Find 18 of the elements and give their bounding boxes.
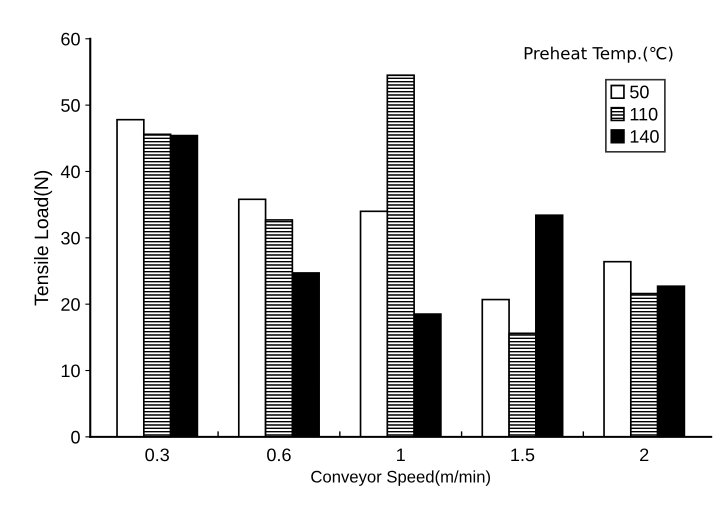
y-tick-label: 0 xyxy=(71,430,80,444)
y-tick-label: 20 xyxy=(61,298,80,311)
x-tick-label: 1 xyxy=(397,448,405,462)
y-axis-title: Tensile Load(N) xyxy=(34,170,52,306)
legend-label: 50 xyxy=(630,86,649,98)
y-tick-label: 30 xyxy=(61,232,80,245)
y-tick-label: 10 xyxy=(62,364,80,378)
x-tick-label: 0.6 xyxy=(267,448,291,462)
y-tick-label: 60 xyxy=(61,32,80,46)
x-tick-label: 2 xyxy=(640,448,648,462)
legend-title: Preheat Temp.(℃) xyxy=(524,46,672,63)
x-axis-title: Conveyor Speed(m/min) xyxy=(311,470,490,486)
x-tick-label: 0.3 xyxy=(145,448,169,462)
x-tick-label: 1.5 xyxy=(511,448,534,462)
y-tick-label: 40 xyxy=(60,165,80,178)
y-tick-label: 50 xyxy=(61,99,80,112)
legend-label: 110 xyxy=(630,108,658,121)
legend-label: 140 xyxy=(630,130,659,143)
